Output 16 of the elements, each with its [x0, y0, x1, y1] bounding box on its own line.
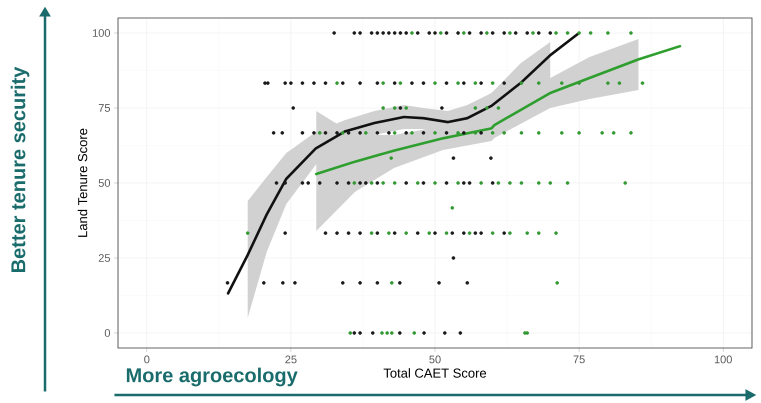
line-series — [226, 32, 580, 295]
y-axis-title: Land Tenure Score — [78, 128, 88, 237]
x-tick-label: 75 — [574, 356, 585, 364]
text: Better tenure security — [10, 66, 30, 272]
y-tick-label: 0 — [104, 329, 110, 337]
x-tick-label: 100 — [714, 356, 732, 364]
x-tick-label: 0 — [144, 356, 150, 364]
x-tick-label: 25 — [285, 356, 297, 364]
y-tick-label: 75 — [98, 104, 110, 112]
y-tick-label: 50 — [98, 179, 110, 187]
text: More agroecology — [126, 368, 298, 386]
line-series — [314, 44, 682, 176]
y-tick-label: 100 — [92, 29, 110, 37]
x-axis-title: Total CAET Score — [384, 368, 486, 378]
y-tick-label: 25 — [98, 254, 110, 262]
x-tick-label: 50 — [429, 356, 441, 364]
